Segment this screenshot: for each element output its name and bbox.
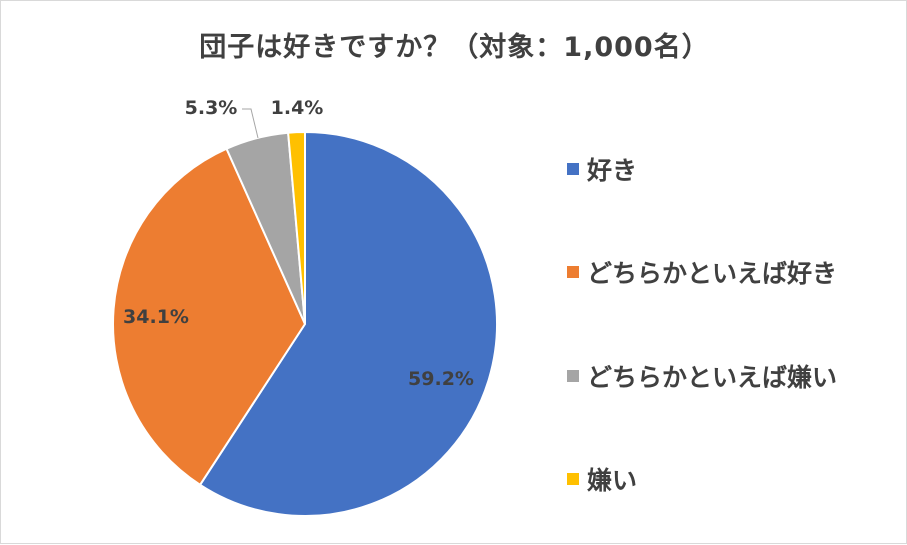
data-label-dochiraka-suki: 34.1%: [123, 306, 189, 328]
legend-swatch-suki: [567, 163, 579, 175]
legend-label-dochiraka-suki: どちらかといえば好き: [587, 259, 838, 288]
pie-slice-suki: [198, 130, 498, 517]
legend-item-kirai: 嫌い: [567, 461, 637, 497]
data-label-suki: 59.2%: [408, 368, 474, 390]
legend-label-kirai: 嫌い: [587, 466, 638, 495]
data-label-kirai: 1.4%: [271, 97, 324, 119]
legend-item-suki: 好き: [567, 151, 637, 187]
legend-item-dochiraka-kirai: どちらかといえば嫌い: [567, 358, 837, 394]
legend-item-dochiraka-suki: どちらかといえば好き: [567, 254, 837, 290]
legend-swatch-dochiraka-kirai: [567, 370, 579, 382]
legend-swatch-kirai: [567, 473, 579, 485]
legend-label-suki: 好き: [587, 156, 638, 185]
leader-line-dochiraka-kirai: [242, 108, 259, 139]
data-label-dochiraka-kirai: 5.3%: [185, 97, 238, 119]
legend-swatch-dochiraka-suki: [567, 266, 579, 278]
pie-slice-dochiraka-suki: [112, 147, 307, 487]
chart-title: 団子は好きですか？（対象：1,000名）: [199, 32, 710, 63]
pie-slice-kirai: [287, 130, 306, 325]
legend-label-dochiraka-kirai: どちらかといえば嫌い: [587, 363, 838, 392]
